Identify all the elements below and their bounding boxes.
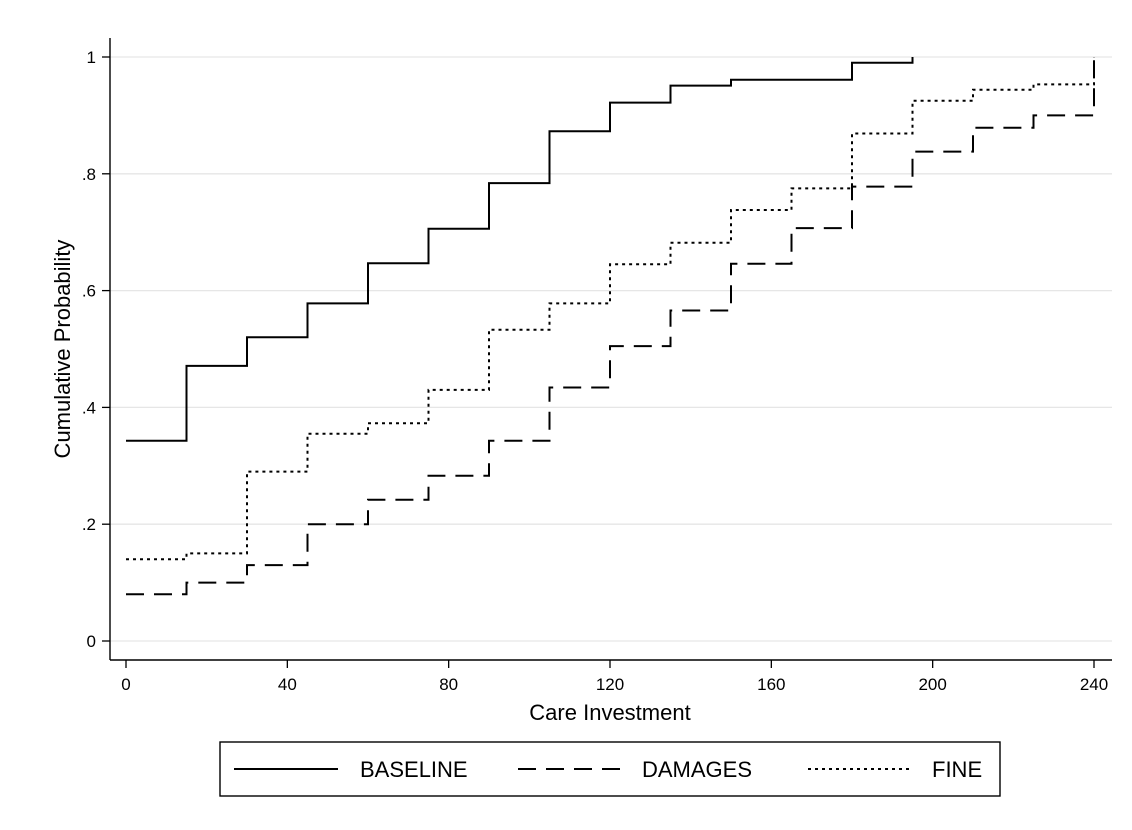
y-tick-label: 0 — [87, 632, 96, 651]
legend-label-fine: FINE — [932, 757, 982, 782]
y-tick-label: .8 — [82, 165, 96, 184]
x-tick-label: 240 — [1080, 675, 1108, 694]
series-line-baseline — [126, 57, 914, 442]
x-tick-label: 40 — [278, 675, 297, 694]
legend-label-damages: DAMAGES — [642, 757, 752, 782]
axes — [109, 38, 1112, 661]
y-tick-label: .2 — [82, 515, 96, 534]
x-axis-title: Care Investment — [529, 700, 690, 725]
y-ticks: 0 .2 .4 .6 .8 1 — [82, 48, 110, 651]
series-lines — [126, 57, 1095, 596]
series-line-fine — [126, 57, 1095, 561]
legend: BASELINE DAMAGES FINE — [219, 741, 1001, 797]
x-tick-label: 200 — [918, 675, 946, 694]
y-tick-label: .4 — [82, 398, 96, 417]
x-ticks: 0 40 80 120 160 200 240 — [121, 660, 1108, 694]
x-tick-label: 0 — [121, 675, 130, 694]
y-tick-label: 1 — [87, 48, 96, 67]
gridlines — [110, 56, 1112, 642]
legend-label-baseline: BASELINE — [360, 757, 468, 782]
series-line-damages — [126, 57, 1095, 596]
y-axis-title: Cumulative Probability — [50, 240, 75, 459]
x-tick-label: 80 — [439, 675, 458, 694]
x-tick-label: 120 — [596, 675, 624, 694]
x-tick-label: 160 — [757, 675, 785, 694]
y-tick-label: .6 — [82, 282, 96, 301]
